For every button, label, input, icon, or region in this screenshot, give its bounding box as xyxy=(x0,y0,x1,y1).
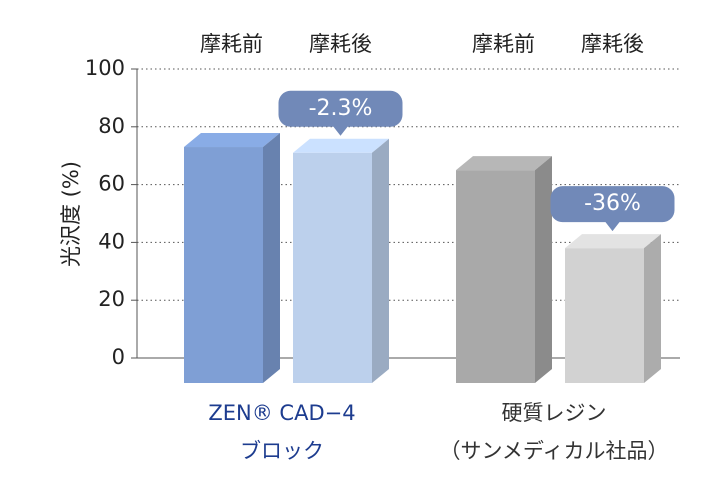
bar xyxy=(184,147,263,383)
category-label: ZEN® CAD−4 xyxy=(208,401,355,425)
bar-top xyxy=(456,156,552,171)
bar-side xyxy=(535,156,552,383)
y-tick-label: 80 xyxy=(98,114,125,138)
y-tick-label: 60 xyxy=(98,172,125,196)
bar xyxy=(456,170,535,383)
y-axis-label: 光沢度 (%) xyxy=(59,161,83,267)
bar-side xyxy=(263,133,280,383)
series-header: 摩耗後 xyxy=(581,32,644,56)
y-tick-label: 0 xyxy=(112,345,125,369)
y-tick-label: 100 xyxy=(85,56,125,80)
bar-side xyxy=(372,138,389,383)
bar-side xyxy=(644,234,661,383)
series-header: 摩耗前 xyxy=(200,32,263,56)
bar xyxy=(293,152,372,383)
bar xyxy=(565,248,644,383)
callout xyxy=(278,90,403,136)
series-header: 摩耗後 xyxy=(309,32,372,56)
annotation: -36% xyxy=(584,191,641,216)
category-label: （サンメディカル社品） xyxy=(440,439,669,463)
bar-top xyxy=(565,234,661,249)
series-header: 摩耗前 xyxy=(472,32,535,56)
category-label: ブロック xyxy=(240,439,324,463)
bar-top xyxy=(293,138,389,153)
bar-top xyxy=(184,133,280,148)
y-tick-label: 20 xyxy=(98,287,125,311)
y-tick-label: 40 xyxy=(98,229,125,253)
callout xyxy=(550,186,675,232)
category-label: 硬質レジン xyxy=(502,401,607,425)
annotation: -2.3% xyxy=(309,96,373,121)
